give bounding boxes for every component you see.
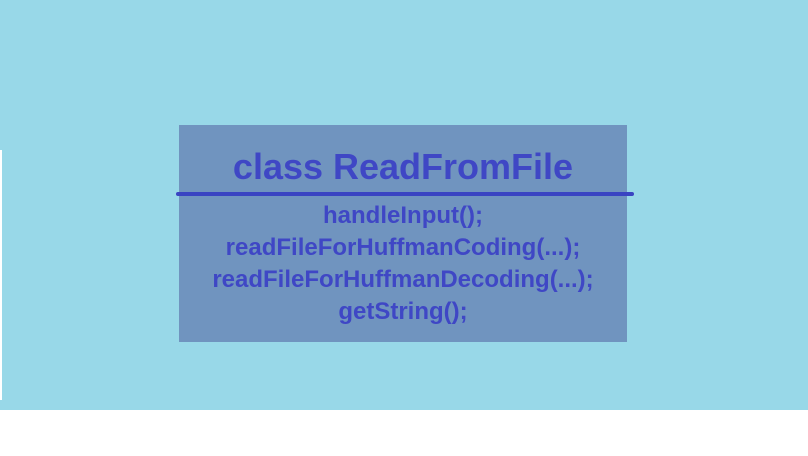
method-list: handleInput(); readFileForHuffmanCoding(… xyxy=(179,200,627,328)
method-handle-input: handleInput(); xyxy=(323,202,483,229)
class-box: class ReadFromFile xyxy=(179,125,627,342)
method-get-string: getString(); xyxy=(338,298,468,325)
class-title: class ReadFromFile xyxy=(232,146,574,187)
method-read-file-for-huffman-decoding: readFileForHuffmanDecoding(...); xyxy=(212,266,594,293)
left-edge-strip xyxy=(0,150,2,400)
class-divider xyxy=(176,192,634,196)
method-read-file-for-huffman-coding: readFileForHuffmanCoding(...); xyxy=(225,234,581,261)
